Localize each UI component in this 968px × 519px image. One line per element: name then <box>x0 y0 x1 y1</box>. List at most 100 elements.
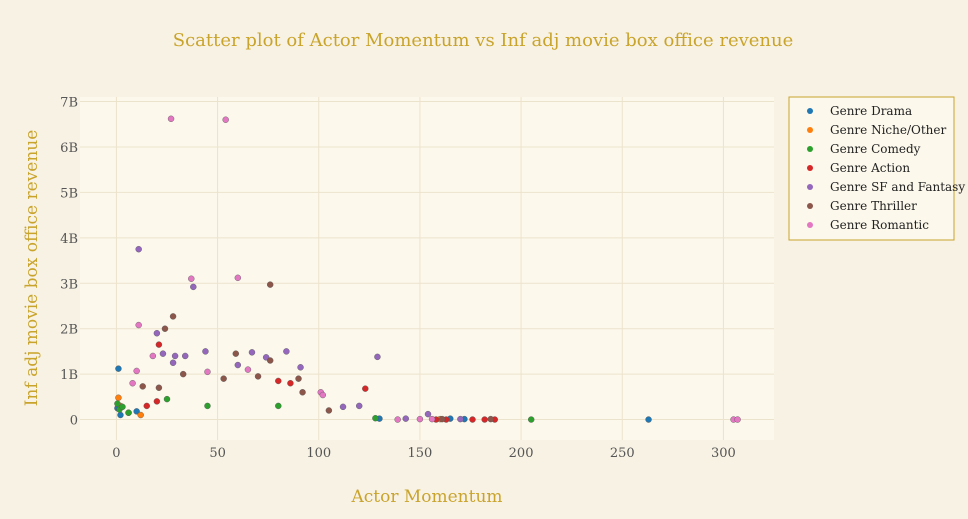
scatter-point <box>734 416 741 423</box>
scatter-point <box>133 367 140 375</box>
scatter-point <box>487 415 494 423</box>
scatter-point <box>114 400 121 407</box>
scatter-point <box>234 274 242 282</box>
scatter-point <box>645 416 652 423</box>
x-tick-label: 100 <box>306 446 331 461</box>
scatter-point <box>424 410 432 418</box>
x-tick-label: 0 <box>112 446 120 461</box>
y-tick-label: 0 <box>70 414 78 429</box>
scatter-point <box>339 403 347 411</box>
scatter-point <box>438 415 446 423</box>
y-tick-label: 6B <box>60 141 78 156</box>
scatter-point <box>139 383 146 390</box>
scatter-point <box>190 283 197 291</box>
x-tick-label: 150 <box>408 446 433 461</box>
scatter-point <box>169 313 177 320</box>
scatter-point <box>457 415 464 423</box>
legend[interactable]: Genre Drama Genre Niche/Other Genre Comedy… <box>788 96 965 241</box>
y-tick-label: 2B <box>60 323 78 338</box>
scatter-point <box>234 361 242 369</box>
y-tick-label: 4B <box>60 232 78 247</box>
scatter-point <box>287 380 294 387</box>
scatter-point <box>299 389 306 396</box>
scatter-point <box>469 416 476 423</box>
scatter-point <box>135 321 142 329</box>
scatter-point <box>153 330 161 337</box>
scatter-point <box>325 407 333 414</box>
scatter-point <box>232 350 239 357</box>
legend-marker <box>807 108 813 114</box>
scatter-point <box>297 364 304 371</box>
scatter-point <box>372 414 379 422</box>
legend-marker <box>807 146 813 152</box>
scatter-point <box>171 352 179 360</box>
y-tick-label: 5B <box>60 186 78 201</box>
y-axis-title: Inf adj movie box office revenue <box>22 130 42 407</box>
scatter-point <box>356 402 363 410</box>
scatter-point <box>275 377 282 385</box>
legend-item-label[interactable]: Genre Niche/Other <box>830 123 946 137</box>
x-axis-title: Actor Momentum <box>350 487 502 507</box>
legend-item-label[interactable]: Genre Drama <box>830 104 912 118</box>
y-axis-ticks: 0 1B 2B 3B 4B 5B 6B 7B <box>60 96 78 429</box>
scatter-point <box>295 375 302 382</box>
y-tick-label: 7B <box>60 96 78 111</box>
scatter-point <box>179 370 187 378</box>
scatter-point <box>115 365 122 372</box>
legend-marker <box>807 184 813 190</box>
legend-marker <box>807 165 813 171</box>
scatter-point <box>119 403 126 411</box>
scatter-point <box>222 116 229 123</box>
x-tick-label: 250 <box>610 446 635 461</box>
scatter-point <box>248 349 256 356</box>
scatter-point <box>125 409 132 416</box>
scatter-point <box>167 115 175 123</box>
scatter-point <box>163 395 171 403</box>
data-points <box>114 115 741 423</box>
legend-marker <box>807 222 813 228</box>
scatter-point <box>220 375 227 382</box>
scatter-point <box>254 373 262 380</box>
scatter-point <box>394 416 401 423</box>
scatter-point <box>155 384 163 391</box>
scatter-point <box>133 408 140 415</box>
scatter-point <box>182 352 189 360</box>
scatter-point <box>402 415 409 422</box>
x-tick-label: 50 <box>209 446 226 461</box>
scatter-point <box>155 341 163 348</box>
scatter-point <box>362 385 369 392</box>
scatter-point <box>528 416 535 423</box>
scatter-point <box>266 357 274 364</box>
legend-box <box>788 96 955 241</box>
scatter-point <box>428 415 436 423</box>
scatter-point <box>117 411 124 419</box>
scatter-point <box>143 402 150 410</box>
scatter-point <box>169 359 177 366</box>
scatter-point <box>244 366 252 373</box>
y-tick-label: 3B <box>60 277 78 292</box>
legend-item-label[interactable]: Genre Romantic <box>830 218 929 232</box>
y-tick-label: 1B <box>60 368 78 383</box>
scatter-point <box>161 325 169 332</box>
scatter-point <box>374 353 381 361</box>
scatter-point <box>481 416 488 423</box>
scatter-point <box>416 415 424 423</box>
scatter-point <box>266 281 274 288</box>
scatter-point <box>135 245 142 253</box>
scatter-point <box>188 275 195 282</box>
plot-area <box>80 97 774 440</box>
scatter-point <box>204 368 211 376</box>
legend-item-label[interactable]: Genre Comedy <box>830 142 921 156</box>
legend-item-label[interactable]: Genre Thriller <box>830 199 917 213</box>
scatter-point <box>129 380 136 387</box>
scatter-point <box>202 348 209 355</box>
scatter-point <box>149 352 157 360</box>
x-axis-ticks: 0 50 100 150 200 250 300 <box>112 446 736 461</box>
grid-lines <box>80 97 774 440</box>
legend-marker <box>807 203 813 209</box>
scatter-point <box>283 348 290 355</box>
x-tick-label: 200 <box>509 446 534 461</box>
legend-item-label[interactable]: Genre Action <box>830 161 910 175</box>
legend-item-label[interactable]: Genre SF and Fantasy <box>830 180 965 194</box>
